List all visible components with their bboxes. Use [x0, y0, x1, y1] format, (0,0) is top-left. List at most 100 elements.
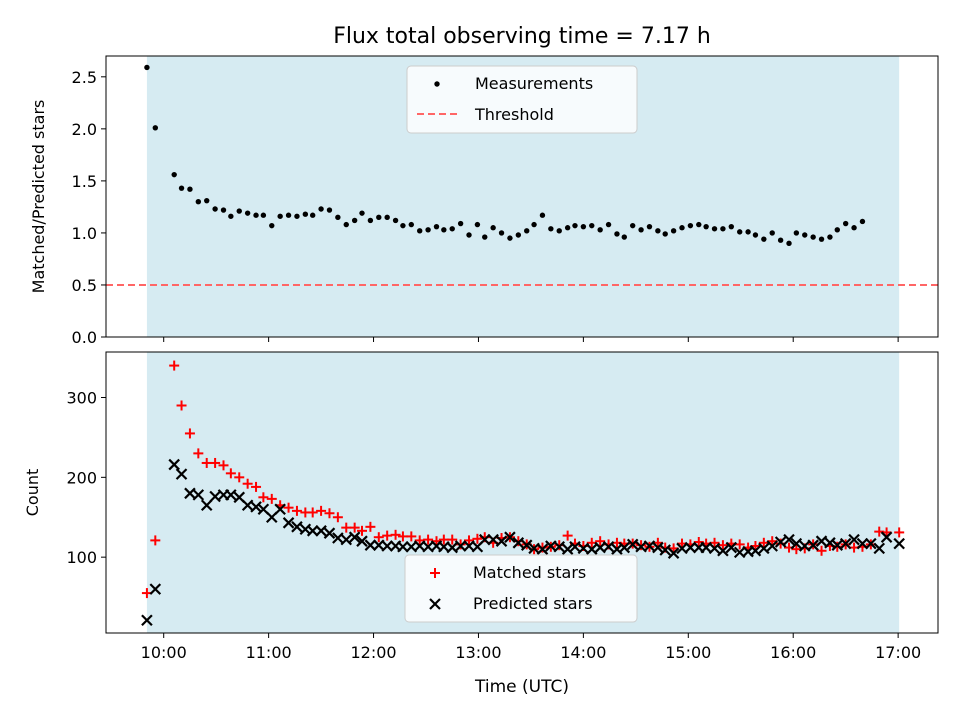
- data-point: [438, 534, 449, 545]
- data-point: [315, 525, 327, 537]
- marker-stroke: [504, 531, 516, 543]
- data-point: [693, 536, 704, 547]
- data-point: [851, 225, 857, 231]
- data-point: [807, 539, 819, 551]
- marker-stroke: [758, 542, 770, 555]
- data-point: [397, 541, 409, 553]
- y-tick-label: 2.0: [72, 120, 97, 139]
- marker-stroke: [168, 458, 180, 471]
- data-point: [285, 212, 292, 218]
- data-point: [187, 186, 193, 192]
- marker-stroke: [323, 527, 336, 539]
- data-point: [204, 197, 210, 204]
- data-point: [326, 207, 333, 213]
- marker-stroke: [306, 525, 319, 537]
- legend-marker: [429, 598, 441, 610]
- data-point: [865, 537, 877, 550]
- data-point: [474, 221, 481, 228]
- data-point: [708, 542, 721, 555]
- y-tick-label: 200: [66, 468, 97, 487]
- legend-label: Matched stars: [473, 563, 586, 582]
- x-axis-label: Time (UTC): [474, 677, 569, 697]
- marker-stroke: [783, 533, 795, 546]
- y-tick-label: 0.5: [72, 276, 97, 295]
- data-point: [149, 583, 162, 595]
- data-point: [646, 223, 653, 230]
- data-point: [667, 547, 680, 559]
- data-point: [758, 542, 770, 555]
- data-point: [512, 537, 525, 549]
- marker-stroke: [893, 537, 905, 550]
- data-point: [856, 537, 869, 550]
- marker-stroke: [725, 541, 738, 554]
- data-point: [495, 535, 508, 547]
- data-point: [168, 458, 180, 471]
- x-tick-label: 10:00: [141, 643, 187, 662]
- marker-stroke: [798, 540, 811, 552]
- data-point: [827, 234, 833, 240]
- marker-stroke: [831, 539, 844, 551]
- data-point: [562, 530, 573, 541]
- data-point: [684, 541, 697, 554]
- data-point: [464, 535, 475, 546]
- data-point: [793, 230, 800, 236]
- data-point: [758, 537, 769, 548]
- data-point: [376, 214, 382, 221]
- data-point: [703, 223, 709, 230]
- legend: Matched stars Predicted stars: [404, 554, 638, 623]
- marker-stroke: [635, 541, 647, 553]
- data-point: [515, 232, 522, 238]
- data-point: [244, 210, 251, 216]
- data-point: [357, 525, 367, 536]
- data-point: [553, 541, 566, 553]
- data-point: [507, 235, 513, 241]
- data-point: [737, 229, 743, 235]
- data-point: [564, 225, 571, 231]
- marker-stroke: [512, 537, 525, 549]
- marker-stroke: [315, 525, 327, 537]
- data-point: [629, 222, 636, 229]
- data-point: [498, 230, 505, 236]
- marker-stroke: [667, 547, 680, 559]
- data-point: [251, 481, 262, 492]
- data-point: [447, 534, 458, 545]
- marker-stroke: [839, 537, 852, 550]
- data-point: [802, 232, 808, 238]
- marker-stroke: [478, 533, 491, 546]
- x-tick-label: 12:00: [350, 643, 396, 662]
- legend-label: Measurements: [475, 74, 593, 93]
- marker-stroke: [422, 541, 434, 553]
- data-point: [373, 532, 384, 543]
- data-point: [478, 533, 491, 546]
- data-point: [728, 223, 735, 230]
- data-point: [201, 457, 212, 468]
- data-point: [414, 535, 425, 546]
- data-point: [589, 222, 595, 229]
- marker-stroke: [209, 490, 221, 503]
- data-point: [178, 185, 185, 191]
- data-point: [212, 206, 218, 212]
- data-point: [734, 539, 745, 550]
- data-point: [291, 505, 302, 516]
- axes-frame: [105, 55, 939, 338]
- x-tick-label: 17:00: [875, 643, 921, 662]
- data-point: [291, 521, 303, 533]
- marker-stroke: [397, 541, 409, 553]
- data-point: [150, 535, 161, 546]
- marker-stroke: [282, 517, 295, 529]
- marker-stroke: [774, 536, 787, 548]
- data-point: [253, 212, 259, 218]
- data-point: [614, 231, 620, 237]
- data-point: [274, 503, 286, 516]
- marker-stroke: [536, 543, 549, 555]
- legend: Measurements Threshold: [406, 65, 638, 134]
- data-point: [397, 531, 408, 542]
- data-point: [260, 212, 267, 218]
- data-point: [335, 214, 341, 221]
- series-predicted-stars: [141, 458, 905, 627]
- marker-stroke: [880, 531, 893, 543]
- data-point: [306, 525, 319, 537]
- marker-stroke: [611, 543, 623, 555]
- data-point: [234, 472, 245, 483]
- data-point: [638, 227, 644, 233]
